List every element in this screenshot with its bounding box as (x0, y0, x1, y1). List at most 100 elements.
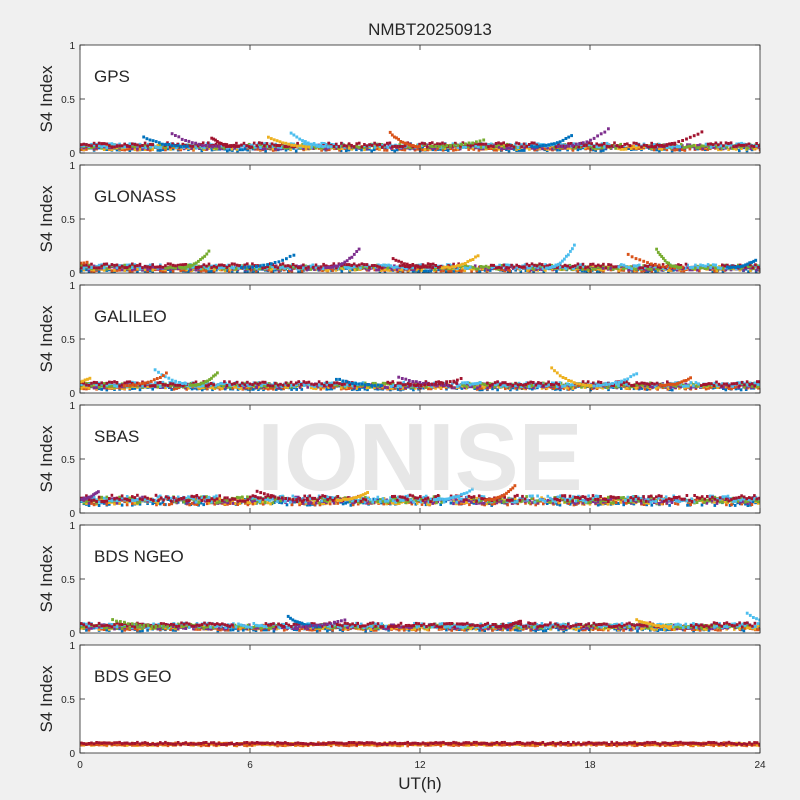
data-point (412, 147, 416, 151)
plot-area (80, 45, 760, 153)
data-point (382, 263, 385, 267)
data-point (82, 387, 86, 391)
data-point (251, 143, 255, 147)
data-point (723, 264, 727, 268)
data-point (128, 264, 132, 268)
data-point (436, 142, 439, 146)
data-point (375, 143, 379, 147)
data-point (169, 265, 172, 269)
data-point (278, 266, 281, 270)
data-point (598, 145, 601, 149)
event-point (318, 144, 322, 148)
data-point (492, 263, 495, 267)
data-point (370, 264, 374, 268)
data-point (385, 148, 389, 152)
data-point (288, 267, 292, 271)
data-point (164, 148, 167, 152)
data-point (128, 269, 132, 273)
data-point (744, 388, 748, 391)
data-point (354, 144, 358, 148)
data-point (283, 145, 287, 148)
data-point (210, 269, 213, 273)
data-point (355, 142, 358, 146)
event-point (304, 145, 308, 149)
data-point (649, 381, 652, 385)
data-point (476, 386, 479, 390)
data-point (758, 268, 760, 272)
data-point (692, 143, 696, 147)
data-point (205, 147, 209, 151)
data-point (232, 266, 235, 270)
data-point (260, 144, 264, 148)
data-point (272, 387, 275, 391)
data-point (164, 146, 167, 149)
data-point (716, 386, 719, 389)
event-point (634, 257, 638, 261)
data-point (185, 387, 188, 391)
data-point (592, 145, 596, 148)
data-point (526, 269, 529, 272)
data-point (307, 143, 311, 147)
event-point (555, 263, 558, 267)
data-point (686, 263, 689, 267)
data-point (375, 264, 379, 268)
data-point (732, 145, 735, 149)
event-point (210, 136, 214, 140)
data-point (347, 263, 351, 267)
data-point (148, 263, 152, 267)
data-point (246, 148, 249, 152)
data-point (118, 268, 121, 272)
data-point (528, 147, 531, 151)
data-point (197, 386, 201, 390)
data-point (403, 265, 407, 268)
data-point (235, 147, 239, 151)
data-point (146, 265, 149, 269)
data-point (678, 145, 681, 149)
data-point (263, 147, 267, 151)
data-point (270, 269, 273, 273)
data-point (487, 145, 490, 149)
data-point (229, 385, 232, 389)
data-point (738, 145, 742, 149)
event-point (574, 142, 578, 146)
data-point (540, 265, 543, 269)
data-point (595, 145, 599, 149)
data-point (313, 268, 316, 271)
data-point (214, 142, 218, 146)
data-point (642, 264, 645, 268)
data-point (497, 267, 501, 271)
data-point (755, 268, 758, 272)
data-point (714, 145, 717, 149)
data-point (115, 384, 119, 388)
event-point (658, 144, 661, 148)
event-point (418, 144, 421, 148)
data-point (460, 269, 463, 273)
data-point (317, 266, 320, 270)
data-point (131, 142, 134, 146)
data-point (171, 269, 175, 273)
data-point (138, 144, 142, 148)
event-point (324, 144, 327, 148)
data-point (535, 264, 539, 268)
event-point (85, 260, 89, 264)
data-point (623, 383, 627, 387)
data-point (589, 269, 592, 273)
data-point (387, 263, 390, 267)
data-point (371, 381, 375, 385)
data-point (339, 266, 343, 270)
data-point (458, 147, 462, 151)
data-point (541, 266, 545, 270)
event-point (752, 259, 756, 263)
y-axis-label: S4 Index (37, 185, 56, 253)
data-point (590, 387, 594, 391)
data-point (319, 265, 323, 269)
data-point (439, 386, 442, 390)
data-point (365, 144, 369, 148)
data-point (368, 144, 372, 148)
event-point (476, 254, 480, 258)
data-point (474, 142, 477, 145)
data-point (483, 268, 487, 272)
event-point (225, 143, 229, 147)
data-point (245, 144, 248, 148)
data-point (727, 148, 730, 151)
